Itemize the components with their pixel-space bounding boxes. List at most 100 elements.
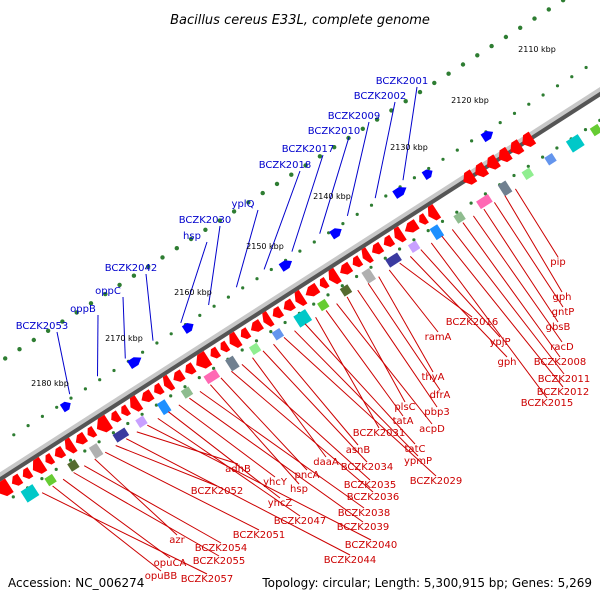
- tick-dot: [298, 249, 302, 253]
- reverse-gene-label: hsp: [290, 484, 308, 495]
- reverse-leader-line: [462, 222, 561, 358]
- forward-leader-line: [208, 225, 221, 306]
- tick-dot: [532, 16, 537, 21]
- tick-dot: [226, 295, 230, 299]
- reverse-leader-line: [220, 377, 308, 471]
- tick-dot: [169, 332, 173, 336]
- kbp-tick-label: 2180 kbp: [31, 379, 69, 388]
- reverse-gene-label: tatC: [405, 444, 426, 455]
- tick-dot: [527, 102, 531, 106]
- feature-block: [453, 211, 466, 224]
- reverse-leader-line: [420, 249, 501, 338]
- tick-dot: [68, 458, 73, 462]
- tick-dot: [141, 350, 145, 354]
- tick-dot: [341, 222, 345, 226]
- tick-dot: [489, 43, 494, 49]
- reverse-leader-line: [514, 188, 559, 258]
- reverse-gene-label: BCZK2052: [191, 486, 244, 497]
- reverse-leader-line: [73, 472, 220, 557]
- feature-block: [67, 459, 80, 472]
- tick-dot: [440, 219, 445, 223]
- reverse-leader-line: [304, 323, 416, 445]
- gene-arrow: [393, 226, 407, 243]
- reverse-gene-label: gph: [497, 357, 516, 368]
- tick-dot: [560, 0, 566, 3]
- tick-dot: [498, 121, 502, 125]
- tick-dot: [355, 212, 359, 216]
- reverse-leader-line: [52, 485, 162, 572]
- forward-leader-line: [374, 101, 396, 199]
- reverse-gene-label: azr: [169, 535, 185, 546]
- gene-arrow: [121, 404, 132, 417]
- feature-block: [293, 309, 313, 328]
- reverse-leader-line: [262, 350, 368, 463]
- tick-dot: [541, 155, 545, 159]
- gene-arrow: [64, 437, 78, 454]
- gene-arrow: [75, 431, 89, 445]
- feature-block: [521, 167, 535, 180]
- reverse-leader-line: [125, 438, 351, 556]
- reverse-gene-label: yhcY: [263, 477, 288, 488]
- forward-gene-label: BCZK2010: [308, 126, 361, 137]
- gene-arrow: [127, 357, 142, 369]
- reverse-gene-label: BCZK2036: [347, 492, 400, 503]
- tick-dot: [69, 396, 73, 400]
- gene-arrow: [419, 213, 429, 225]
- gene-arrow: [329, 228, 342, 240]
- feature-layer: [0, 123, 600, 503]
- kbp-tick-label: 2130 kbp: [390, 143, 428, 152]
- reverse-leader-line: [367, 283, 441, 391]
- forward-gene-label: hsp: [183, 231, 201, 242]
- feature-block: [225, 355, 240, 372]
- reverse-leader-line: [273, 343, 359, 446]
- reverse-gene-label: BCZK2039: [337, 522, 390, 533]
- gene-arrow: [59, 401, 71, 413]
- accession-text: Accession: NC_006274: [8, 576, 144, 590]
- feature-block: [248, 342, 262, 356]
- forward-gene-label: yplQ: [232, 199, 255, 210]
- forward-leader-line: [145, 273, 154, 341]
- forward-gene-label: BCZK2002: [354, 91, 407, 102]
- gene-arrow: [352, 255, 364, 268]
- tick-dot: [26, 424, 30, 428]
- tick-dot: [403, 99, 408, 104]
- forward-gene-label: BCZK2009: [328, 111, 381, 122]
- reverse-gene-label: BCZK2016: [446, 317, 499, 328]
- tick-dot: [369, 203, 374, 207]
- gene-labels-layer: BCZK2001 BCZK2002 BCZK2009 BCZK2010 BCZK2017…: [16, 76, 591, 585]
- tick-dot: [312, 240, 316, 244]
- feature-block: [429, 224, 445, 241]
- gene-arrow: [361, 247, 374, 264]
- reverse-gene-label: BCZK2057: [181, 574, 234, 585]
- tick-dot: [246, 200, 251, 205]
- reverse-leader-line: [294, 330, 419, 457]
- reverse-gene-label: pncA: [294, 470, 319, 481]
- gene-arrow: [196, 351, 213, 369]
- feature-block: [385, 252, 402, 268]
- tick-dot: [441, 157, 445, 161]
- forward-leader-line: [263, 170, 301, 270]
- forward-leader-line: [346, 121, 370, 217]
- reverse-leader-line: [210, 384, 300, 485]
- tick-dot: [555, 84, 560, 88]
- reverse-gene-label: BCZK2011: [538, 374, 591, 385]
- gene-arrow: [185, 362, 197, 375]
- gene-arrow: [54, 445, 67, 459]
- kbp-tick-label: 2170 kbp: [105, 334, 143, 343]
- reverse-gene-label: ypmP: [404, 456, 432, 467]
- reverse-gene-label: BCZK2054: [195, 543, 248, 554]
- reverse-leader-line: [325, 310, 404, 417]
- gene-arrow: [392, 187, 407, 199]
- tick-dot: [131, 273, 137, 278]
- gene-arrow: [278, 260, 293, 272]
- tick-dot: [174, 246, 179, 251]
- feature-block: [112, 427, 130, 443]
- reverse-gene-label: BCZK2031: [353, 428, 406, 439]
- reverse-gene-label: BCZK2055: [193, 556, 246, 567]
- feature-block: [339, 284, 353, 297]
- tick-dot: [446, 71, 451, 76]
- reverse-gene-label: gph: [552, 292, 571, 303]
- gene-arrow: [162, 374, 176, 391]
